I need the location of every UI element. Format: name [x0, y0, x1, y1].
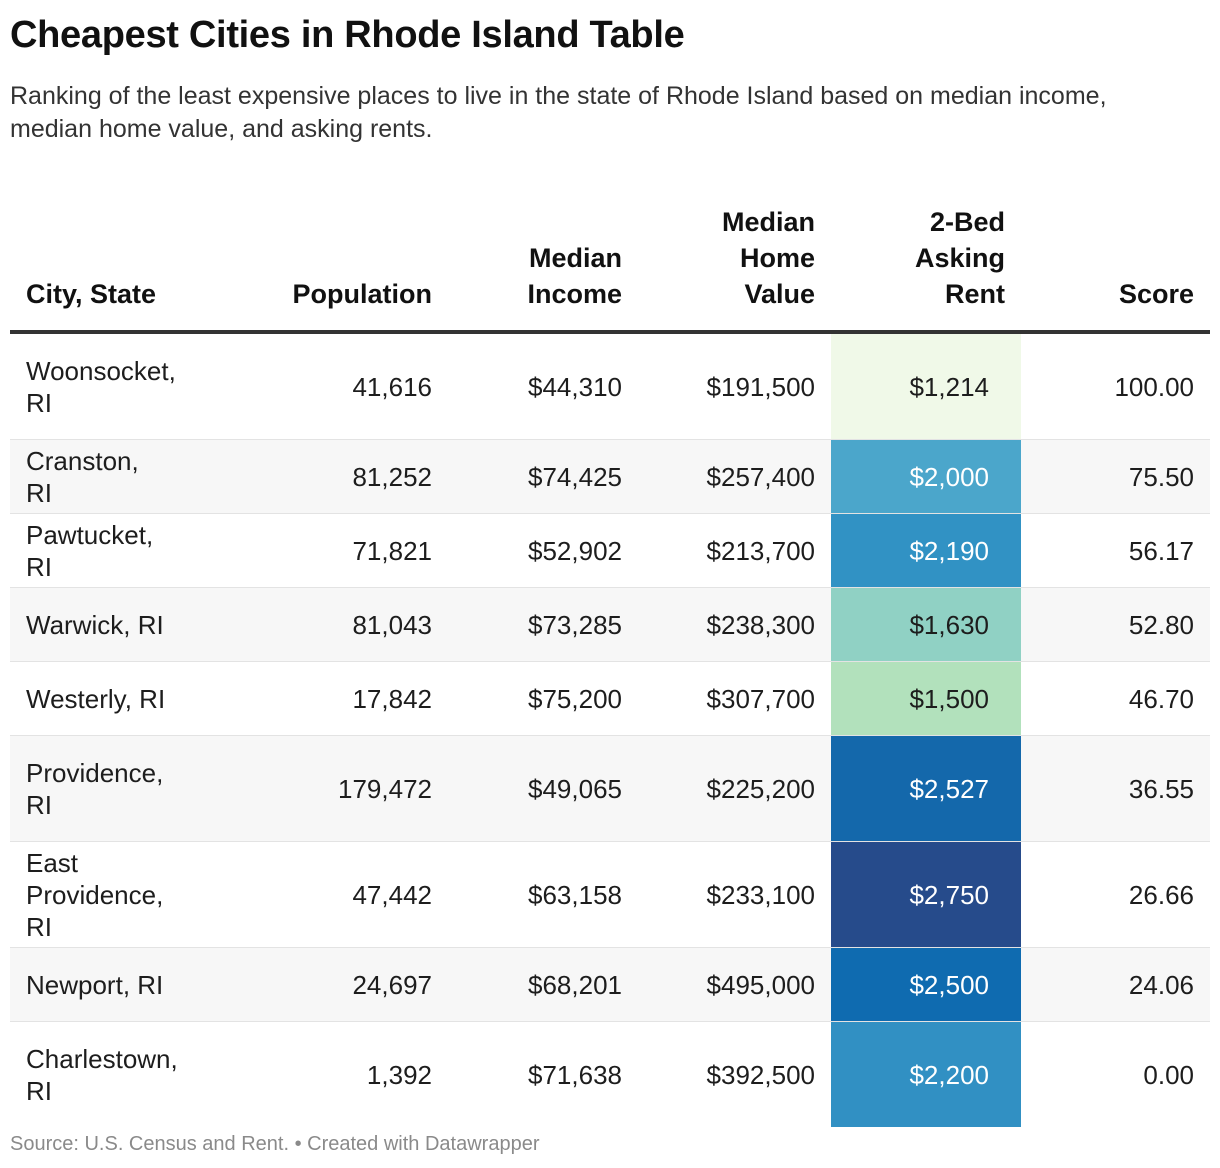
cell-asking-rent: $2,500 — [831, 947, 1021, 1022]
cell-median-income: $63,158 — [448, 841, 638, 948]
cell-median-home-value: $213,700 — [638, 513, 831, 588]
cell-median-income: $44,310 — [448, 332, 638, 440]
column-header-median-home-value[interactable]: Median Home Value — [638, 200, 831, 334]
cell-city: East Providence, RI — [10, 841, 210, 948]
cell-median-income: $75,200 — [448, 661, 638, 736]
table-row: Newport, RI 24,697 $68,201 $495,000 $2,500 24… — [10, 947, 1210, 1022]
data-table: City, State Population Median Income Med… — [10, 200, 1210, 1127]
cell-asking-rent: $2,527 — [831, 735, 1021, 842]
cell-median-home-value: $257,400 — [638, 439, 831, 514]
column-header-score[interactable]: Score — [1021, 200, 1210, 334]
cell-city: Newport, RI — [10, 947, 210, 1022]
cell-median-income: $52,902 — [448, 513, 638, 588]
chart-subtitle: Ranking of the least expensive places to… — [10, 82, 1107, 143]
cell-population: 71,821 — [210, 513, 448, 588]
cell-median-income: $74,425 — [448, 439, 638, 514]
cell-median-income: $73,285 — [448, 587, 638, 662]
cell-asking-rent: $1,214 — [831, 332, 1021, 440]
cell-median-home-value: $225,200 — [638, 735, 831, 842]
cell-asking-rent: $2,000 — [831, 439, 1021, 514]
header-row: City, State Population Median Income Med… — [10, 200, 1210, 334]
chart-container: Cheapest Cities in Rhode Island Table Ra… — [10, 0, 1210, 1155]
cell-median-income: $68,201 — [448, 947, 638, 1022]
cell-asking-rent: $2,190 — [831, 513, 1021, 588]
cell-city: Warwick, RI — [10, 587, 210, 662]
column-header-city[interactable]: City, State — [10, 200, 210, 334]
cell-score: 24.06 — [1021, 947, 1210, 1022]
cell-city: Charlestown, RI — [26, 1043, 178, 1106]
column-header-asking-rent[interactable]: 2-Bed Asking Rent — [831, 200, 1021, 334]
cell-city: Providence, RI — [10, 735, 210, 842]
table-row: Providence, RI 179,472 $49,065 $225,200 $2,5… — [10, 735, 1210, 842]
table-body: Woonsocket, RI 41,616 $44,310 $191,500 $1,21… — [10, 332, 1210, 1127]
table-row: Westerly, RI 17,842 $75,200 $307,700 $1,500 4… — [10, 661, 1210, 736]
cell-population: 17,842 — [210, 661, 448, 736]
table-row: Cranston, RI 81,252 $74,425 $257,400 $2,000 7… — [10, 439, 1210, 514]
cell-score: 36.55 — [1021, 735, 1210, 842]
table-row: Warwick, RI 81,043 $73,285 $238,300 $1,630 52… — [10, 587, 1210, 662]
cell-median-income: $71,638 — [528, 1059, 622, 1090]
cell-score: 100.00 — [1021, 332, 1210, 440]
cell-asking-rent: $1,500 — [831, 661, 1021, 736]
cell-median-home-value: $191,500 — [638, 332, 831, 440]
cell-population: 81,252 — [210, 439, 448, 514]
table-row: Charlestown, RI 1,392 $71,638 $392,500 $2,20… — [10, 1021, 1210, 1127]
cell-asking-rent: $2,750 — [831, 841, 1021, 948]
column-header-median-income[interactable]: Median Income — [448, 200, 638, 334]
cell-population: 41,616 — [210, 332, 448, 440]
cell-median-home-value: $392,500 — [706, 1059, 815, 1090]
table-row: Woonsocket, RI 41,616 $44,310 $191,500 $1,21… — [10, 332, 1210, 440]
cell-asking-rent: $1,630 — [831, 587, 1021, 662]
cell-median-home-value: $238,300 — [638, 587, 831, 662]
cell-population: 179,472 — [210, 735, 448, 842]
cell-score: 0.00 — [1143, 1059, 1194, 1090]
table-row: East Providence, RI 47,442 $63,158 $233,100… — [10, 841, 1210, 948]
cell-population: 1,392 — [366, 1059, 432, 1090]
cell-median-home-value: $495,000 — [638, 947, 831, 1022]
cell-score: 26.66 — [1021, 841, 1210, 948]
cell-asking-rent: $2,200 — [831, 1021, 1021, 1127]
cell-median-home-value: $233,100 — [638, 841, 831, 948]
cell-score: 56.17 — [1021, 513, 1210, 588]
cell-city: Westerly, RI — [10, 661, 210, 736]
table-row: Pawtucket, RI 71,821 $52,902 $213,700 $2,190… — [10, 513, 1210, 588]
cell-city: Woonsocket, RI — [10, 332, 210, 440]
source-note: Source: U.S. Census and Rent. • Created … — [10, 1133, 540, 1155]
cell-score: 52.80 — [1021, 587, 1210, 662]
cell-score: 46.70 — [1021, 661, 1210, 736]
column-header-population[interactable]: Population — [210, 200, 448, 334]
cell-score: 75.50 — [1021, 439, 1210, 514]
cell-city: Cranston, RI — [10, 439, 210, 514]
cell-city: Pawtucket, RI — [10, 513, 210, 588]
cell-median-income: $49,065 — [448, 735, 638, 842]
cell-median-home-value: $307,700 — [638, 661, 831, 736]
cell-population: 24,697 — [210, 947, 448, 1022]
chart-title: Cheapest Cities in Rhode Island Table — [10, 14, 685, 56]
cell-population: 81,043 — [210, 587, 448, 662]
cell-population: 47,442 — [210, 841, 448, 948]
